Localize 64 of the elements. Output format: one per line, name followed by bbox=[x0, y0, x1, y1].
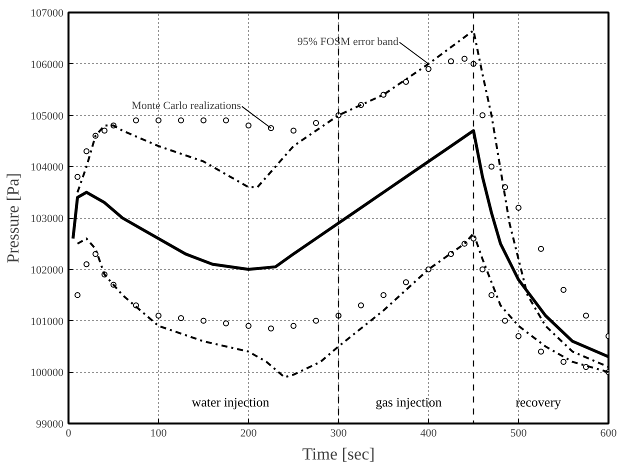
point bbox=[516, 333, 522, 340]
x-tick-label: 200 bbox=[240, 428, 258, 440]
point bbox=[480, 112, 486, 118]
point bbox=[200, 117, 206, 124]
point bbox=[84, 261, 90, 268]
y-tick-label: 100000 bbox=[30, 367, 64, 380]
annotation: gas injection bbox=[376, 394, 442, 410]
point bbox=[74, 292, 80, 298]
annotation: 95% FOSM error band bbox=[297, 36, 399, 48]
y-tick-label: 106000 bbox=[30, 58, 64, 71]
point bbox=[462, 56, 468, 62]
point bbox=[488, 164, 494, 170]
point bbox=[200, 318, 206, 324]
point bbox=[246, 122, 252, 129]
point bbox=[223, 320, 229, 326]
y-tick-label: 104000 bbox=[30, 162, 64, 174]
point bbox=[74, 174, 80, 180]
point bbox=[502, 318, 508, 324]
y-tick-label: 107000 bbox=[30, 8, 64, 20]
point bbox=[560, 286, 566, 293]
point bbox=[290, 322, 296, 329]
x-tick-label: 0 bbox=[66, 428, 72, 440]
point bbox=[268, 325, 274, 332]
point bbox=[313, 120, 319, 126]
point bbox=[358, 302, 364, 308]
x-axis-title: Time [sec] bbox=[302, 444, 375, 464]
point bbox=[178, 315, 184, 322]
y-tick-label: 105000 bbox=[30, 110, 64, 122]
point bbox=[488, 292, 494, 298]
point bbox=[156, 117, 162, 124]
y-tick-label: 99000 bbox=[36, 418, 64, 430]
y-tick-label: 101000 bbox=[30, 316, 64, 328]
annotation: recovery bbox=[516, 394, 562, 410]
point bbox=[84, 148, 90, 154]
point bbox=[313, 318, 319, 324]
x-tick-label: 300 bbox=[330, 428, 348, 440]
annotation: Monte Carlo realizations bbox=[132, 100, 242, 112]
point bbox=[538, 246, 544, 252]
point bbox=[583, 312, 589, 319]
point bbox=[426, 66, 432, 72]
point bbox=[516, 204, 522, 211]
point bbox=[156, 312, 162, 319]
x-tick-label: 400 bbox=[420, 428, 438, 440]
point bbox=[290, 128, 296, 134]
point bbox=[92, 250, 98, 257]
point bbox=[380, 292, 386, 298]
point bbox=[102, 128, 108, 134]
point bbox=[480, 266, 486, 272]
x-tick-label: 100 bbox=[150, 428, 168, 440]
y-tick-label: 103000 bbox=[30, 213, 64, 225]
point bbox=[178, 117, 184, 124]
annotation: water injection bbox=[192, 394, 270, 410]
x-tick-label: 600 bbox=[600, 428, 618, 440]
point bbox=[403, 279, 409, 286]
x-tick-label: 500 bbox=[510, 428, 528, 440]
point bbox=[538, 348, 544, 355]
point bbox=[403, 78, 409, 85]
y-axis-title: Pressure [Pa] bbox=[4, 172, 22, 264]
point bbox=[448, 58, 454, 64]
point bbox=[560, 358, 566, 365]
y-tick-label: 102000 bbox=[30, 264, 64, 276]
point bbox=[223, 117, 229, 124]
point bbox=[246, 322, 252, 329]
point bbox=[133, 117, 139, 124]
